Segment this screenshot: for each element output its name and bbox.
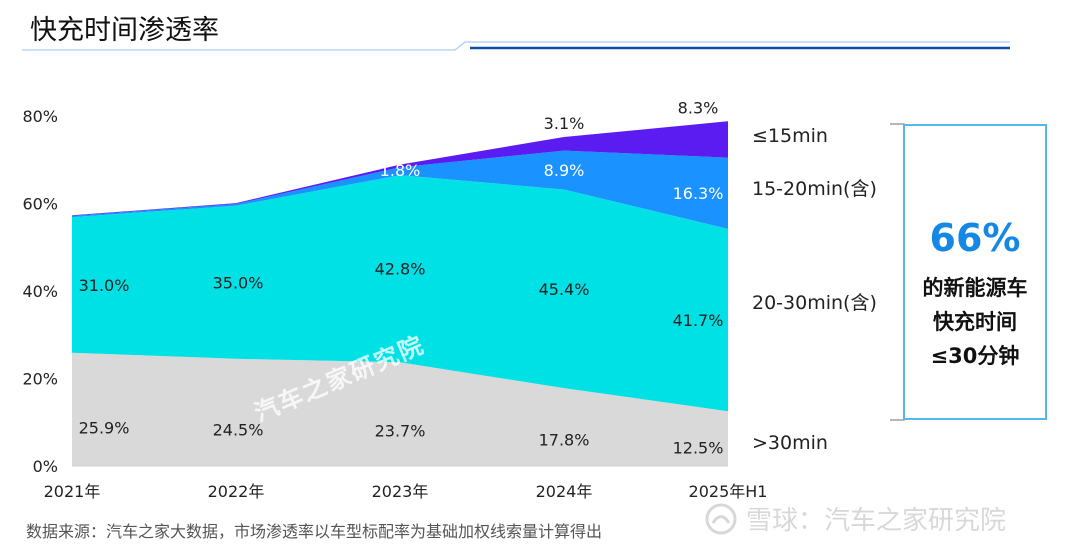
y-tick-label: 0% — [33, 457, 58, 476]
legend-bracket — [890, 123, 905, 421]
title-underline-thin — [22, 41, 1010, 51]
legend-label-20-30min: 20-30min(含) — [752, 292, 877, 314]
data-label-30min: 24.5% — [213, 421, 264, 440]
y-axis-ticks: 0% 20% 40% 60% 80% — [22, 107, 58, 476]
title-underline — [22, 41, 1010, 51]
snowball-logo-icon — [705, 503, 737, 534]
x-tick-label: 2024年 — [536, 482, 593, 500]
data-label-20-30min: 42.8% — [375, 260, 426, 279]
data-label-20-30min: 31.0% — [79, 276, 130, 295]
legend-label-15min: ≤15min — [752, 125, 828, 147]
data-label-30min: 23.7% — [375, 422, 426, 441]
data-label-30min: 25.9% — [79, 418, 130, 437]
data-label-20-30min: 45.4% — [539, 280, 590, 299]
y-tick-label: 40% — [22, 282, 58, 301]
callout-line-3: ≤30分钟 — [930, 344, 1020, 368]
data-source-note: 数据来源：汽车之家大数据，市场渗透率以车型标配率为基础加权线索量计算得出 — [26, 522, 603, 541]
x-tick-label: 2021年 — [44, 482, 101, 500]
x-tick-label: 2025年H1 — [689, 482, 768, 500]
x-axis-ticks: 2021年 2022年 2023年 2024年 2025年H1 — [44, 482, 768, 500]
data-label-15-20min: 16.3% — [673, 184, 724, 203]
data-label-15min: 8.3% — [678, 98, 719, 117]
callout-line-2: 快充时间 — [933, 310, 1017, 334]
data-label-20-30min: 35.0% — [213, 273, 264, 292]
data-label-30min: 12.5% — [673, 438, 724, 457]
data-label-30min: 17.8% — [539, 431, 590, 450]
brand-text: 雪球：汽车之家研究院 — [746, 506, 1007, 536]
data-label-15min: 3.1% — [544, 114, 585, 133]
area-20-30min — [72, 175, 728, 412]
callout-line-1: 的新能源车 — [922, 276, 1028, 300]
area-15-20min — [72, 150, 728, 229]
area-15min — [72, 121, 728, 216]
data-label-20-30min: 41.7% — [673, 311, 724, 330]
summary-callout: 66% 的新能源车 快充时间 ≤30分钟 — [903, 124, 1047, 420]
data-label-15-20min: 1.8% — [380, 161, 421, 180]
data-label-15-20min: 8.9% — [544, 161, 585, 180]
stacked-area-chart: 0% 20% 40% 60% 80% 2021年 2022年 2023年 2024年 2025年… — [22, 98, 905, 500]
x-tick-label: 2022年 — [208, 482, 265, 500]
legend-label-30min: >30min — [752, 432, 828, 454]
legend-label-15-20min: 15-20min(含) — [752, 178, 877, 200]
legend: >30min 20-30min(含) 15-20min(含) ≤15min — [752, 125, 877, 454]
y-tick-label: 60% — [22, 195, 58, 214]
page-title: 快充时间渗透率 — [30, 15, 219, 46]
callout-value: 66% — [929, 216, 1021, 260]
area-layers — [72, 121, 728, 466]
y-tick-label: 20% — [22, 370, 58, 389]
brand-watermark: 雪球：汽车之家研究院 — [704, 500, 1006, 537]
x-tick-label: 2023年 — [372, 482, 429, 500]
y-tick-label: 80% — [22, 107, 58, 126]
area-30min — [72, 352, 728, 466]
data-labels: 25.9% 24.5% 23.7% 17.8% 12.5% 31.0% 35.0% 42.8%… — [79, 98, 724, 457]
